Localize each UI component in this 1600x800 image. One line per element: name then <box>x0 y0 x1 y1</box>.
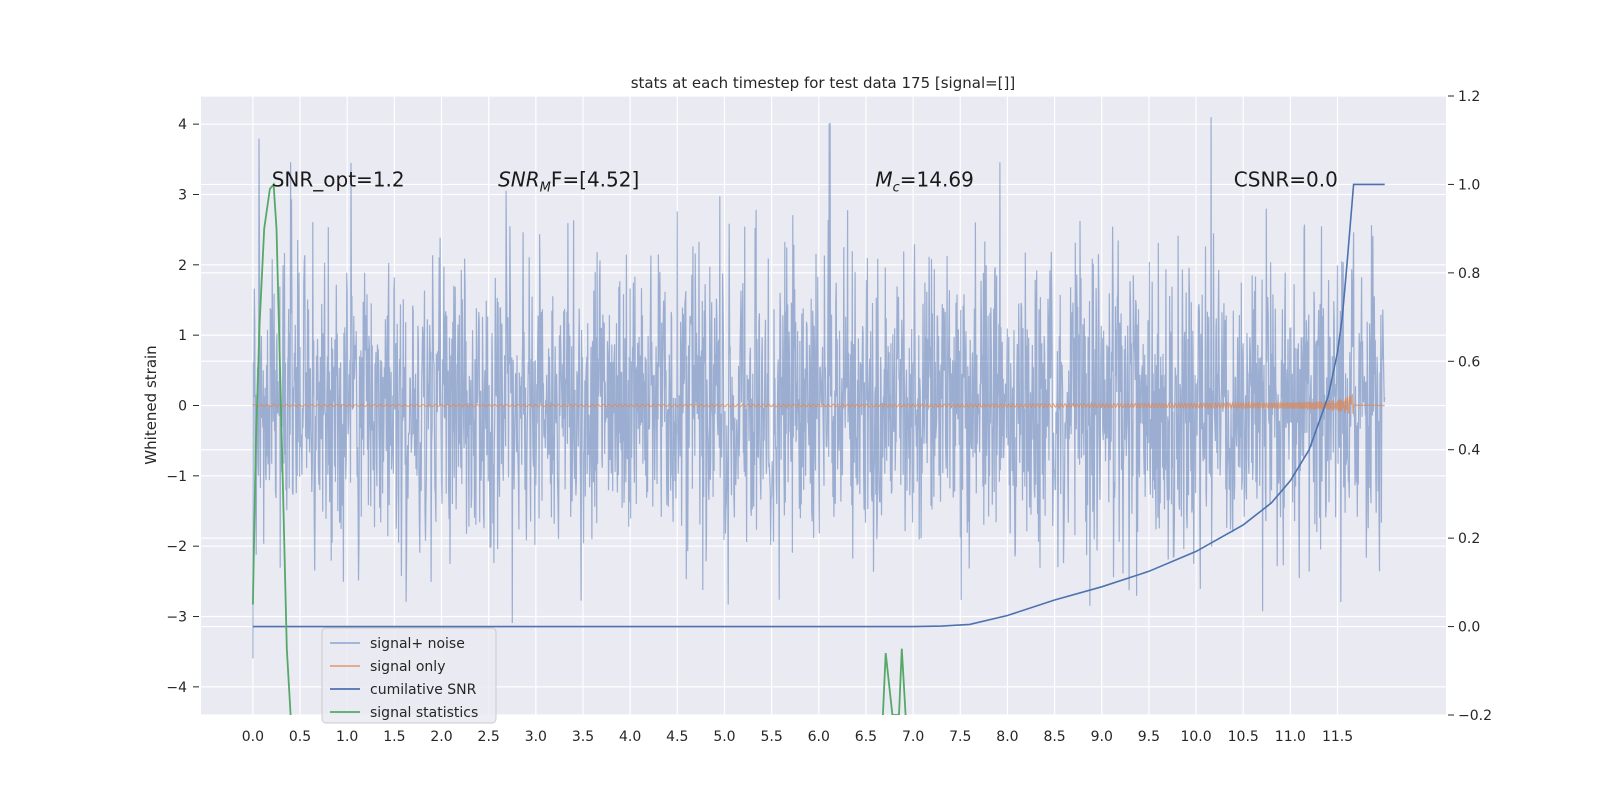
x-tick-label: 2.5 <box>478 729 500 745</box>
x-tick-label: 11.0 <box>1275 729 1306 745</box>
y2-tick-label: 0.6 <box>1458 354 1480 370</box>
y2-tick-label: 0.0 <box>1458 620 1480 636</box>
x-tick-label: 11.5 <box>1322 729 1353 745</box>
x-tick-label: 5.0 <box>713 729 735 745</box>
x-tick-label: 6.5 <box>855 729 877 745</box>
legend-box <box>321 627 497 724</box>
annotations: SNR_opt=1.2 SNRMF=[4.52] Mc=14.69 CSNR=0.0 <box>272 167 1338 195</box>
annotation-body: SNR_opt=1.2 <box>272 167 405 191</box>
x-tick-labels: 0.0 0.5 1.0 1.5 2.0 2.5 3.0 3.5 4.0 4.5 5.0 5.5 6.0 6… <box>242 729 1353 745</box>
chart-title: stats at each timestep for test data 175… <box>631 74 1016 92</box>
y-tick-label: 2 <box>178 258 187 274</box>
legend-label: signal+ noise <box>370 636 465 652</box>
series-cumulative-snr-line <box>252 183 1385 628</box>
y2-tick-label: −0.2 <box>1458 708 1492 724</box>
x-tick-label: 6.0 <box>808 729 830 745</box>
x-tick-label: 4.5 <box>666 729 688 745</box>
series-signal-statistics-line <box>882 648 907 715</box>
x-tick-label: 0.0 <box>242 729 264 745</box>
x-tick-label: 5.5 <box>760 729 782 745</box>
series-signal-noise-line <box>252 117 1386 659</box>
x-tick-label: 10.5 <box>1228 729 1259 745</box>
x-tick-label: 1.0 <box>336 729 358 745</box>
x-tick-label: 1.5 <box>383 729 405 745</box>
x-tick-label: 4.0 <box>619 729 641 745</box>
annotation-suffix: =14.69 <box>900 167 974 191</box>
y2-tick-label: 1.2 <box>1458 89 1480 105</box>
annotation-text: CSNR=0.0 <box>1234 167 1338 191</box>
x-tick-label: 8.0 <box>996 729 1018 745</box>
x-tick-label: 9.5 <box>1138 729 1160 745</box>
x-tick-label: 3.5 <box>572 729 594 745</box>
y-tick-label: 0 <box>178 399 187 415</box>
x-tick-label: 7.0 <box>902 729 924 745</box>
legend-label: signal only <box>370 659 445 675</box>
annotation-prefix: SNR <box>498 167 540 191</box>
series-signal-only-line <box>252 393 1385 414</box>
annotation-prefix: M <box>875 167 892 191</box>
data-layer <box>252 117 1386 715</box>
annotation-text: Mc=14.69 <box>875 167 973 195</box>
annotation-text: SNRMF=[4.52] <box>498 167 639 195</box>
y-tick-label: 3 <box>178 187 187 203</box>
y2-tick-labels: −0.2 0.0 0.2 0.4 0.6 0.8 1.0 1.2 <box>1448 89 1492 724</box>
y2-tick-label: 0.8 <box>1458 266 1480 282</box>
x-tick-label: 0.5 <box>289 729 311 745</box>
legend: signal+ noise signal only cumilative SNR si… <box>321 627 497 724</box>
x-tick-label: 9.0 <box>1091 729 1113 745</box>
x-tick-label: 7.5 <box>949 729 971 745</box>
annotation-text: SNR_opt=1.2 <box>272 167 405 191</box>
annotation-subscript: M <box>540 180 551 195</box>
y-tick-label: −2 <box>166 539 187 555</box>
x-tick-label: 2.0 <box>430 729 452 745</box>
annotation-body: CSNR=0.0 <box>1234 167 1338 191</box>
y2-tick-label: 0.2 <box>1458 531 1480 547</box>
series-signal-statistics-line <box>252 182 292 715</box>
legend-label: cumilative SNR <box>370 682 477 698</box>
y-tick-labels: −4 −3 −2 −1 0 1 2 3 4 <box>166 117 199 696</box>
x-tick-label: 8.5 <box>1043 729 1065 745</box>
annotation-subscript: c <box>893 180 900 195</box>
y-tick-label: 1 <box>178 328 187 344</box>
y2-tick-label: 0.4 <box>1458 443 1480 459</box>
y2-tick-label: 1.0 <box>1458 177 1480 193</box>
annotation-suffix: F=[4.52] <box>551 167 639 191</box>
y-axis-label: Whitened strain <box>142 345 160 464</box>
y-tick-label: 4 <box>178 117 187 133</box>
legend-label: signal statistics <box>370 705 478 721</box>
y-tick-label: −1 <box>166 469 187 485</box>
x-tick-label: 10.0 <box>1180 729 1211 745</box>
y-tick-label: −4 <box>166 680 187 696</box>
x-tick-label: 3.0 <box>525 729 547 745</box>
y-tick-label: −3 <box>166 610 187 626</box>
